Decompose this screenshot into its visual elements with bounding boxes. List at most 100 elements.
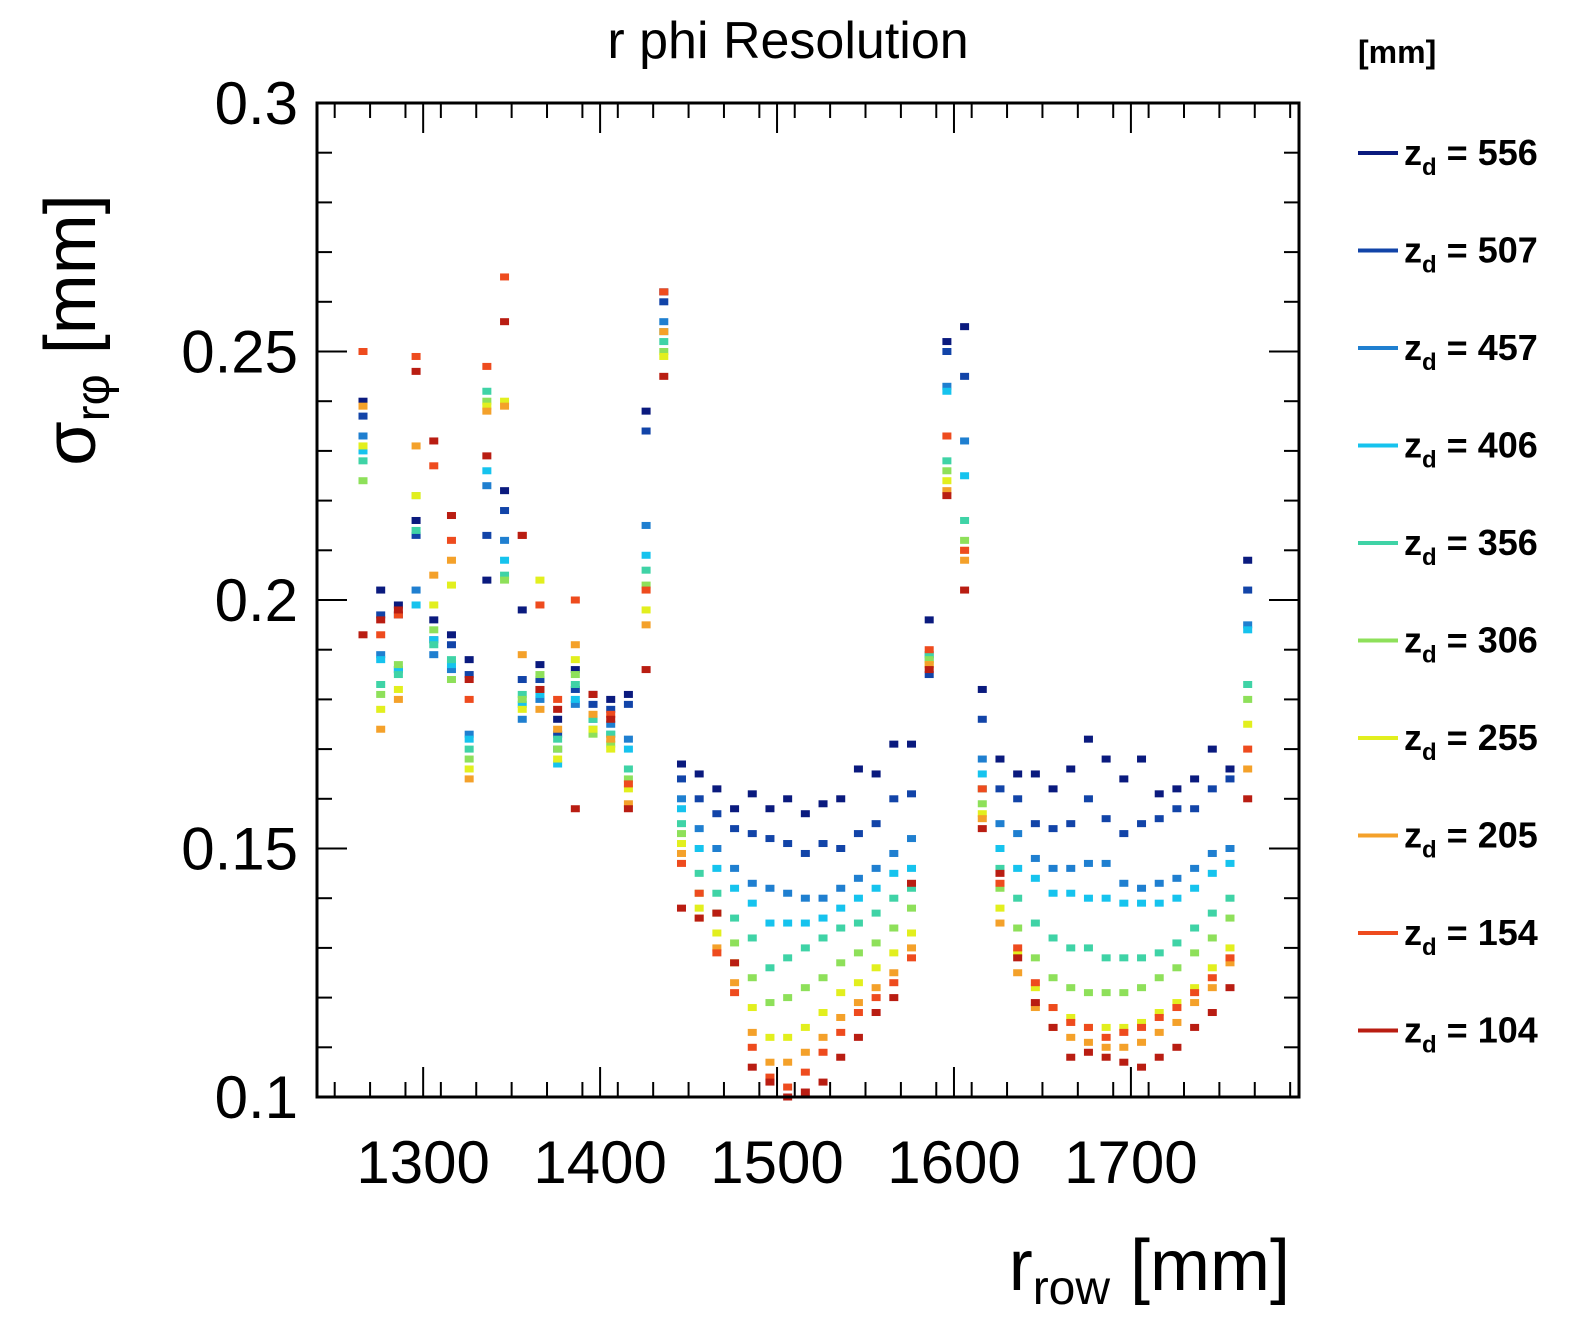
data-point	[1207, 984, 1217, 992]
data-point	[871, 984, 881, 992]
data-point	[393, 611, 403, 619]
data-point	[907, 835, 917, 843]
data-point	[1243, 795, 1253, 803]
data-point	[783, 954, 793, 962]
data-point	[871, 939, 881, 947]
data-point	[853, 874, 863, 882]
data-point	[676, 760, 686, 768]
data-point	[588, 715, 598, 723]
data-point	[960, 372, 970, 380]
data-point	[800, 1023, 810, 1031]
data-point	[836, 1053, 846, 1061]
data-point	[1243, 586, 1253, 594]
data-point	[907, 904, 917, 912]
data-point	[1119, 1023, 1129, 1031]
data-point	[1013, 944, 1023, 952]
data-point	[960, 536, 970, 544]
data-point	[853, 1033, 863, 1041]
data-point	[871, 820, 881, 828]
data-point	[871, 1009, 881, 1017]
data-point	[1225, 775, 1235, 783]
data-point	[1119, 954, 1129, 962]
data-point	[889, 869, 899, 877]
data-point	[907, 879, 917, 887]
data-point	[641, 666, 651, 674]
data-point	[747, 879, 757, 887]
data-point	[623, 745, 633, 753]
data-point	[1030, 919, 1040, 927]
data-point	[889, 949, 899, 957]
data-point	[818, 840, 828, 848]
data-point	[570, 680, 580, 688]
data-point	[1101, 1033, 1111, 1041]
data-point	[570, 656, 580, 664]
data-point	[1048, 825, 1058, 833]
data-point	[1137, 884, 1147, 892]
data-point	[924, 646, 934, 654]
data-point	[376, 611, 386, 619]
data-point	[1172, 1043, 1182, 1051]
data-point	[800, 1048, 810, 1056]
data-point	[676, 849, 686, 857]
data-point	[942, 387, 952, 395]
data-point	[1030, 770, 1040, 778]
data-point	[517, 700, 527, 708]
data-point	[446, 512, 456, 520]
data-point	[907, 929, 917, 937]
data-point	[411, 526, 421, 534]
data-point	[818, 1078, 828, 1086]
data-point	[977, 825, 987, 833]
data-point	[464, 775, 474, 783]
data-point	[836, 959, 846, 967]
data-point	[606, 715, 616, 723]
data-point	[730, 979, 740, 987]
data-point	[1066, 984, 1076, 992]
data-point	[535, 661, 545, 669]
data-point	[553, 760, 563, 768]
data-point	[1172, 939, 1182, 947]
data-point	[429, 651, 439, 659]
data-point	[429, 571, 439, 579]
data-point	[429, 626, 439, 634]
data-point	[570, 641, 580, 649]
data-point	[1030, 954, 1040, 962]
data-point	[765, 835, 775, 843]
data-point	[1083, 1023, 1093, 1031]
data-point	[712, 845, 722, 852]
data-point	[871, 884, 881, 892]
data-point	[446, 581, 456, 589]
data-point	[553, 705, 563, 713]
data-point	[358, 442, 368, 450]
data-point	[977, 715, 987, 723]
y-tick-label: 0.3	[215, 70, 298, 137]
data-point	[429, 636, 439, 644]
data-point	[464, 671, 474, 679]
data-point	[907, 954, 917, 962]
data-point	[464, 695, 474, 703]
data-point	[889, 969, 899, 977]
data-point	[977, 815, 987, 823]
data-point	[623, 785, 633, 793]
data-point	[411, 586, 421, 594]
data-point	[676, 830, 686, 838]
data-point	[464, 730, 474, 738]
y-axis-title: σrφ [mm]	[31, 194, 120, 466]
data-point	[1207, 909, 1217, 917]
data-point	[535, 576, 545, 584]
data-point	[712, 929, 722, 937]
data-point	[977, 685, 987, 693]
data-point	[535, 685, 545, 693]
data-point	[995, 864, 1005, 872]
data-point	[1207, 745, 1217, 753]
data-point	[995, 919, 1005, 927]
data-point	[1013, 795, 1023, 803]
data-point	[500, 397, 510, 405]
data-point	[553, 755, 563, 763]
data-point	[1190, 999, 1200, 1007]
y-tick-label: 0.1	[215, 1064, 298, 1131]
data-point	[1190, 805, 1200, 813]
data-point	[853, 919, 863, 927]
data-point	[1137, 899, 1147, 907]
data-point	[694, 914, 704, 922]
data-point	[500, 507, 510, 515]
